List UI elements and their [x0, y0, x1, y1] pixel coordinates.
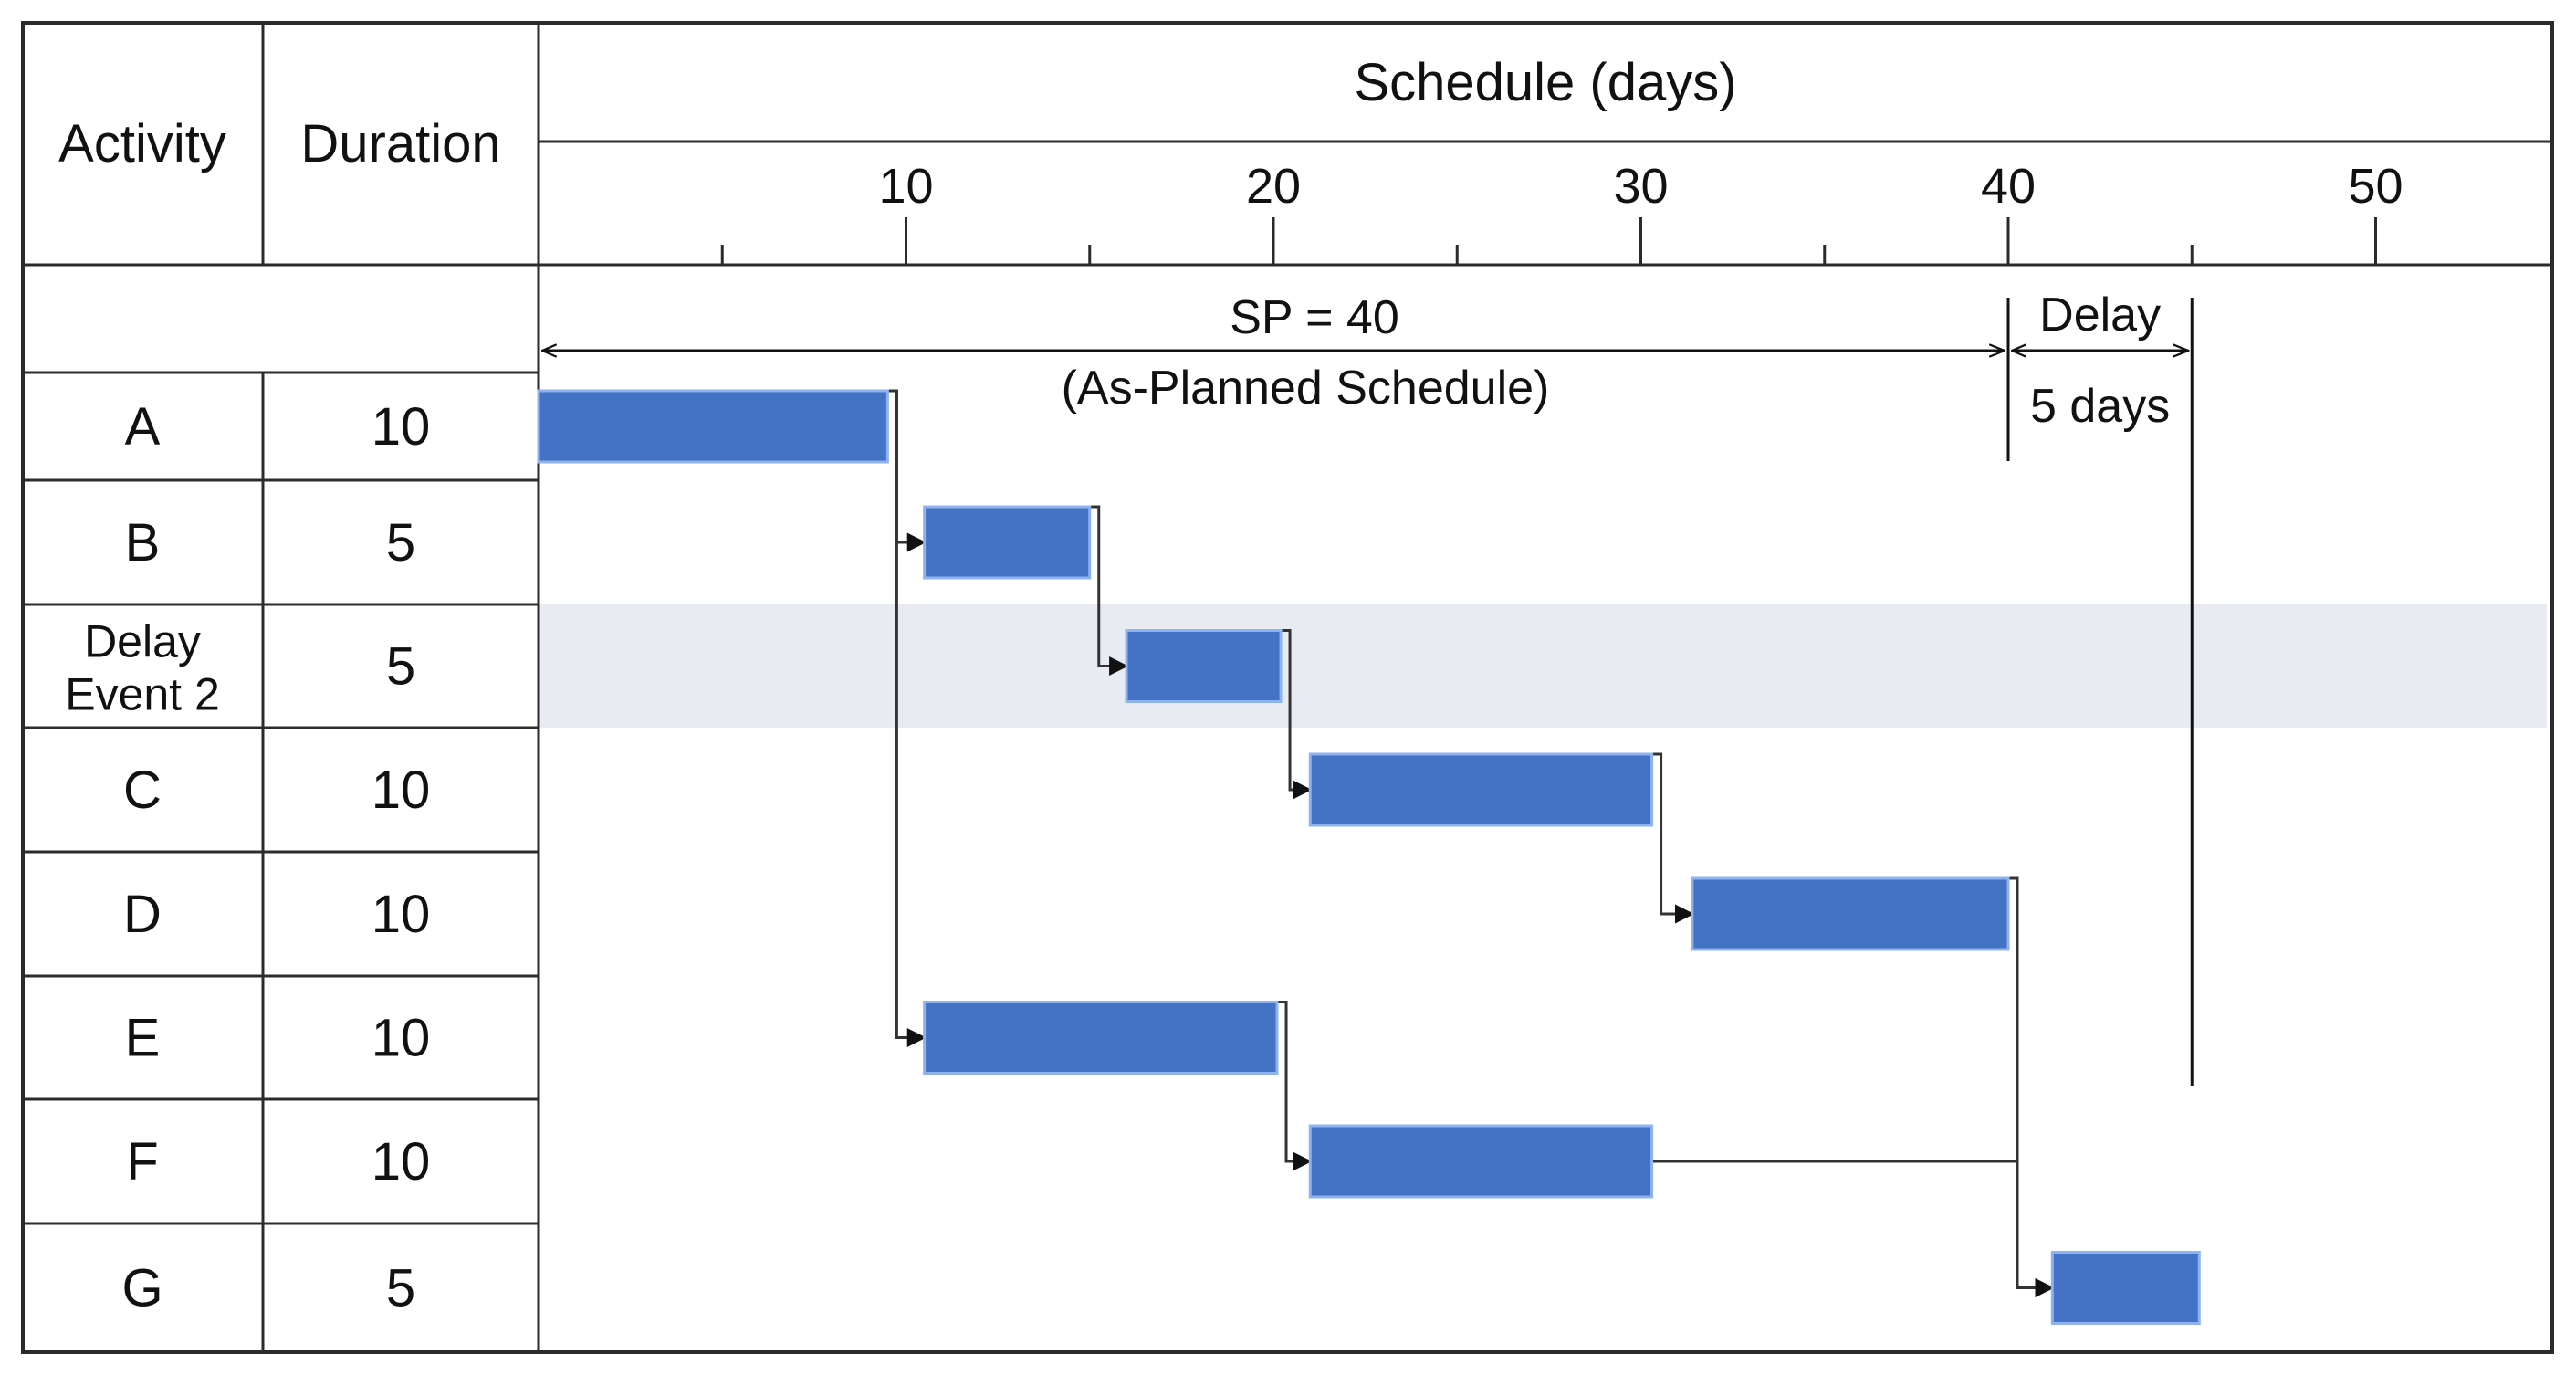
activity-bar: [923, 505, 1092, 580]
time-axis: 10 20 30 40 50: [720, 159, 2403, 265]
dependency-link: [887, 389, 927, 1047]
activity-bar: [923, 1001, 1279, 1075]
duration-cell: 10: [372, 885, 431, 944]
duration-cell: 10: [372, 1132, 431, 1191]
tick-label: 10: [878, 159, 933, 214]
activity-cell: G: [121, 1259, 162, 1318]
dependency-link: [1089, 505, 1129, 676]
schedule-header: Schedule (days): [1354, 53, 1736, 112]
dependency-link: [1651, 752, 1694, 924]
activity-header: Activity: [58, 114, 226, 173]
activity-cell: C: [123, 761, 162, 820]
dependency-link: [887, 389, 927, 552]
dependency-link: [1651, 1160, 2055, 1297]
activity-cell: Event 2: [65, 669, 220, 720]
duration-cell: 10: [372, 1009, 431, 1068]
sp-label: SP = 40: [1230, 291, 1399, 344]
activity-bar: [1125, 629, 1283, 703]
highlighted-row-band: [539, 604, 2547, 728]
dependency-link: [2008, 876, 2055, 1297]
duration-cell: 10: [372, 761, 431, 820]
activity-cell: A: [125, 397, 161, 457]
tick-label: 50: [2348, 159, 2403, 214]
duration-cell: 5: [386, 513, 415, 572]
table-grid: [21, 21, 2554, 1354]
schedule-annotations: SP = 40 (As-Planned Schedule) Delay 5 da…: [542, 289, 2194, 1086]
activity-bar: [537, 389, 889, 464]
delay-sublabel: 5 days: [2030, 380, 2170, 433]
activity-cell: E: [125, 1009, 161, 1068]
dependency-links: [887, 389, 2055, 1297]
duration-cell: 5: [386, 637, 415, 697]
activity-bar: [1691, 876, 2010, 951]
duration-cell: 5: [386, 1259, 415, 1318]
duration-cell: 10: [372, 397, 431, 457]
activity-cell: B: [125, 513, 161, 572]
activity-bars: [537, 389, 2201, 1325]
tick-label: 20: [1246, 159, 1301, 214]
activity-bar: [1308, 1124, 1654, 1199]
activity-bar: [1308, 752, 1654, 827]
activity-cell: F: [126, 1132, 158, 1191]
tick-label: 40: [1981, 159, 2036, 214]
dependency-link: [1281, 629, 1313, 800]
tick-label: 30: [1613, 159, 1668, 214]
delay-label: Delay: [2039, 289, 2161, 341]
activity-cell: D: [123, 885, 162, 944]
activity-bar: [2050, 1251, 2201, 1325]
dependency-link: [1277, 1001, 1313, 1171]
duration-header: Duration: [300, 114, 500, 173]
activity-cell: Delay: [84, 616, 201, 667]
sp-sublabel: (As-Planned Schedule): [1062, 362, 1550, 415]
